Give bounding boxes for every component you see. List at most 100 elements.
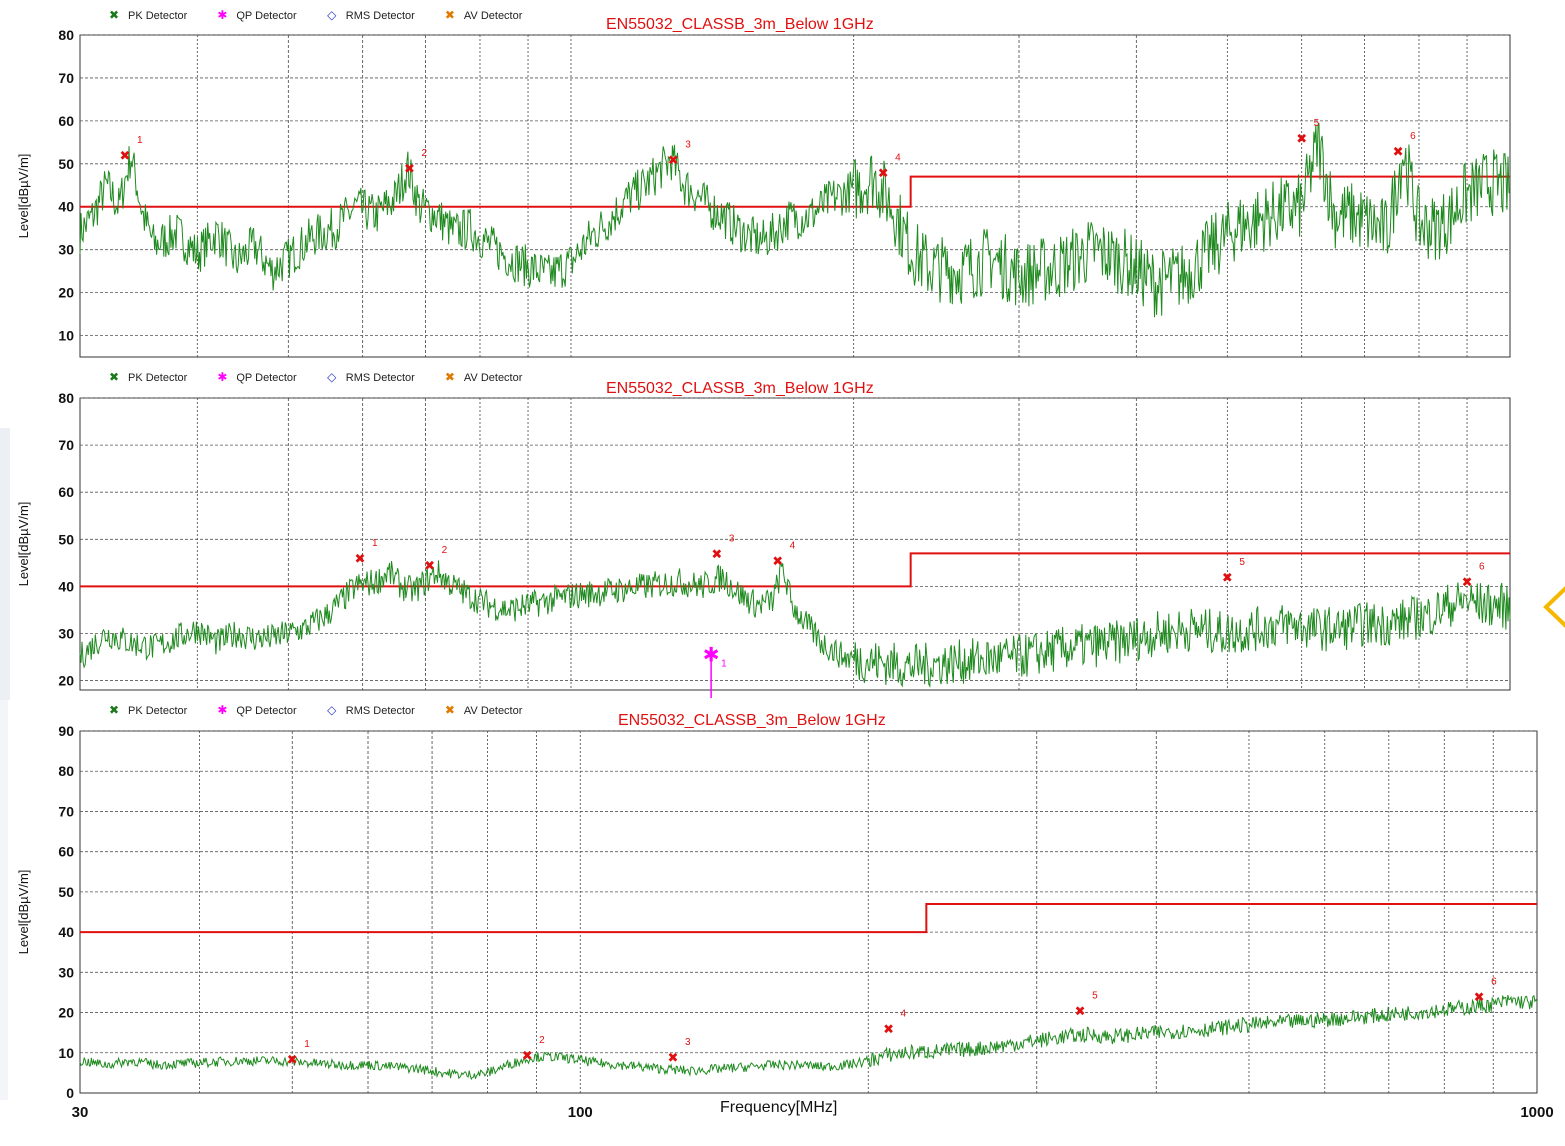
y-tick-label: 80 bbox=[58, 763, 74, 779]
legend-3: ✖ PK Detector ✱ QP Detector ◇ RMS Detector … bbox=[108, 703, 548, 721]
legend-qp: ✱ QP Detector bbox=[217, 8, 297, 22]
legend-rms: ◇ RMS Detector bbox=[327, 703, 415, 717]
pk-marker: ✖ bbox=[287, 1052, 298, 1067]
rms-marker-icon: ◇ bbox=[327, 370, 337, 384]
y-tick-label: 80 bbox=[58, 27, 74, 43]
pk-marker: ✖ bbox=[522, 1048, 533, 1063]
chart-panel-2: ✖ PK Detector ✱ QP Detector ◇ RMS Detector … bbox=[0, 360, 1565, 700]
y-tick-label: 30 bbox=[58, 242, 74, 258]
chart-title-2: EN55032_CLASSB_3m_Below 1GHz bbox=[606, 380, 874, 397]
x-axis-label: Frequency[MHz] bbox=[720, 1099, 838, 1116]
qp-marker-label: 1 bbox=[721, 659, 727, 670]
y-tick-label: 60 bbox=[58, 484, 74, 500]
legend-qp: ✱ QP Detector bbox=[217, 703, 297, 717]
qp-marker-icon: ✱ bbox=[217, 370, 228, 384]
legend-rms: ◇ RMS Detector bbox=[327, 8, 415, 22]
y-tick-label: 80 bbox=[58, 390, 74, 406]
pk-marker-label: 5 bbox=[1239, 557, 1245, 568]
legend-pk: ✖ PK Detector bbox=[108, 703, 188, 717]
pk-marker: ✖ bbox=[1296, 131, 1307, 146]
pk-marker-label: 6 bbox=[1410, 131, 1416, 142]
qp-marker-icon: ✱ bbox=[217, 703, 228, 717]
legend-av: ✖ AV Detector bbox=[444, 8, 523, 22]
pk-marker-label: 4 bbox=[901, 1009, 907, 1020]
rms-marker-icon: ◇ bbox=[327, 703, 337, 717]
y-tick-label: 20 bbox=[58, 673, 74, 689]
pk-marker-icon: ✖ bbox=[108, 703, 120, 717]
legend-pk: ✖ PK Detector bbox=[108, 370, 188, 384]
left-edge-strip bbox=[0, 428, 10, 700]
spectrum-trace bbox=[79, 123, 1511, 318]
pk-marker-label: 2 bbox=[539, 1035, 545, 1046]
y-tick-label: 20 bbox=[58, 285, 74, 301]
pk-marker: ✖ bbox=[1393, 144, 1404, 159]
legend-rms: ◇ RMS Detector bbox=[327, 370, 415, 384]
plot-2: 20 30 40 50 60 70 80 Level[dBµV/m] ✖ 1 ✖ 2 ✖ 3 ✖ 4 ✖ 5 ✖ 6 ✱… bbox=[16, 390, 1511, 698]
y-axis-label: Level[dBµV/m] bbox=[16, 870, 31, 955]
chart-title-1: EN55032_CLASSB_3m_Below 1GHz bbox=[606, 16, 874, 33]
left-edge-strip-lower bbox=[0, 700, 8, 1100]
plot-3: 0 10 20 30 40 50 60 70 80 90 Level[dBµV/m] 30 100 100… bbox=[16, 723, 1554, 1121]
y-tick-label: 60 bbox=[58, 113, 74, 129]
pk-marker-icon: ✖ bbox=[108, 8, 120, 22]
chevron-left-icon[interactable] bbox=[1540, 582, 1565, 632]
pk-marker: ✖ bbox=[1474, 989, 1485, 1004]
legend-2: ✖ PK Detector ✱ QP Detector ◇ RMS Detector … bbox=[108, 370, 548, 388]
pk-marker-label: 5 bbox=[1092, 991, 1098, 1002]
pk-marker-label: 1 bbox=[137, 135, 143, 146]
rms-marker-icon: ◇ bbox=[327, 8, 337, 22]
qp-marker-icon: ✱ bbox=[217, 8, 228, 22]
av-marker-icon: ✖ bbox=[444, 370, 455, 384]
y-tick-label: 40 bbox=[58, 578, 74, 594]
av-marker-icon: ✖ bbox=[444, 703, 455, 717]
y-tick-label: 60 bbox=[58, 844, 74, 860]
pk-marker-label: 4 bbox=[790, 540, 796, 551]
limit-line bbox=[80, 552, 1510, 588]
pk-marker-label: 3 bbox=[729, 533, 735, 544]
av-marker-icon: ✖ bbox=[444, 8, 455, 22]
legend-qp: ✱ QP Detector bbox=[217, 370, 297, 384]
pk-marker: ✖ bbox=[424, 558, 435, 573]
spectrum-trace bbox=[79, 994, 1538, 1081]
qp-marker: ✱ bbox=[703, 645, 720, 667]
pk-marker-label: 2 bbox=[442, 545, 448, 556]
y-tick-label: 10 bbox=[58, 1045, 74, 1061]
chart-panel-3: ✖ PK Detector ✱ QP Detector ◇ RMS Detector … bbox=[0, 700, 1565, 1146]
y-tick-label: 70 bbox=[58, 437, 74, 453]
pk-marker: ✖ bbox=[404, 161, 415, 176]
pk-marker-label: 2 bbox=[421, 148, 427, 159]
pk-marker: ✖ bbox=[1462, 575, 1473, 590]
pk-marker: ✖ bbox=[354, 551, 365, 566]
pk-marker-label: 3 bbox=[685, 140, 691, 151]
pk-marker-icon: ✖ bbox=[108, 370, 120, 384]
y-tick-label: 30 bbox=[58, 964, 74, 980]
chart-panel-1: ✖ PK Detector ✱ QP Detector ◇ RMS Detector … bbox=[0, 0, 1565, 360]
pk-marker: ✖ bbox=[120, 148, 131, 163]
pk-marker: ✖ bbox=[772, 553, 783, 568]
x-tick-label: 1000 bbox=[1520, 1104, 1553, 1121]
spectrum-trace bbox=[79, 560, 1511, 688]
y-tick-label: 50 bbox=[58, 156, 74, 172]
y-tick-label: 70 bbox=[58, 70, 74, 86]
y-tick-label: 50 bbox=[58, 884, 74, 900]
pk-marker: ✖ bbox=[883, 1022, 894, 1037]
legend-av: ✖ AV Detector bbox=[444, 703, 523, 717]
pk-marker: ✖ bbox=[1075, 1004, 1086, 1019]
x-tick-label: 100 bbox=[568, 1104, 593, 1121]
chart-title-3: EN55032_CLASSB_3m_Below 1GHz bbox=[618, 712, 886, 729]
pk-marker: ✖ bbox=[878, 165, 889, 180]
pk-marker-label: 5 bbox=[1314, 118, 1320, 129]
y-tick-label: 70 bbox=[58, 803, 74, 819]
plot-1: 10 20 30 40 50 60 70 80 Level[dBµV/m] ✖ 1 ✖ 2 ✖ 3 ✖ 4 ✖ 5 ✖… bbox=[16, 27, 1511, 358]
y-axis-label: Level[dBµV/m] bbox=[16, 154, 31, 239]
y-tick-label: 40 bbox=[58, 199, 74, 215]
x-tick-label: 30 bbox=[72, 1104, 89, 1121]
legend-1: ✖ PK Detector ✱ QP Detector ◇ RMS Detector … bbox=[108, 8, 548, 26]
y-tick-label: 90 bbox=[58, 723, 74, 739]
y-tick-label: 50 bbox=[58, 531, 74, 547]
pk-marker-label: 3 bbox=[685, 1037, 691, 1048]
y-tick-label: 0 bbox=[66, 1085, 74, 1101]
pk-marker-label: 1 bbox=[304, 1039, 310, 1050]
pk-marker-label: 1 bbox=[372, 538, 378, 549]
y-tick-label: 40 bbox=[58, 924, 74, 940]
